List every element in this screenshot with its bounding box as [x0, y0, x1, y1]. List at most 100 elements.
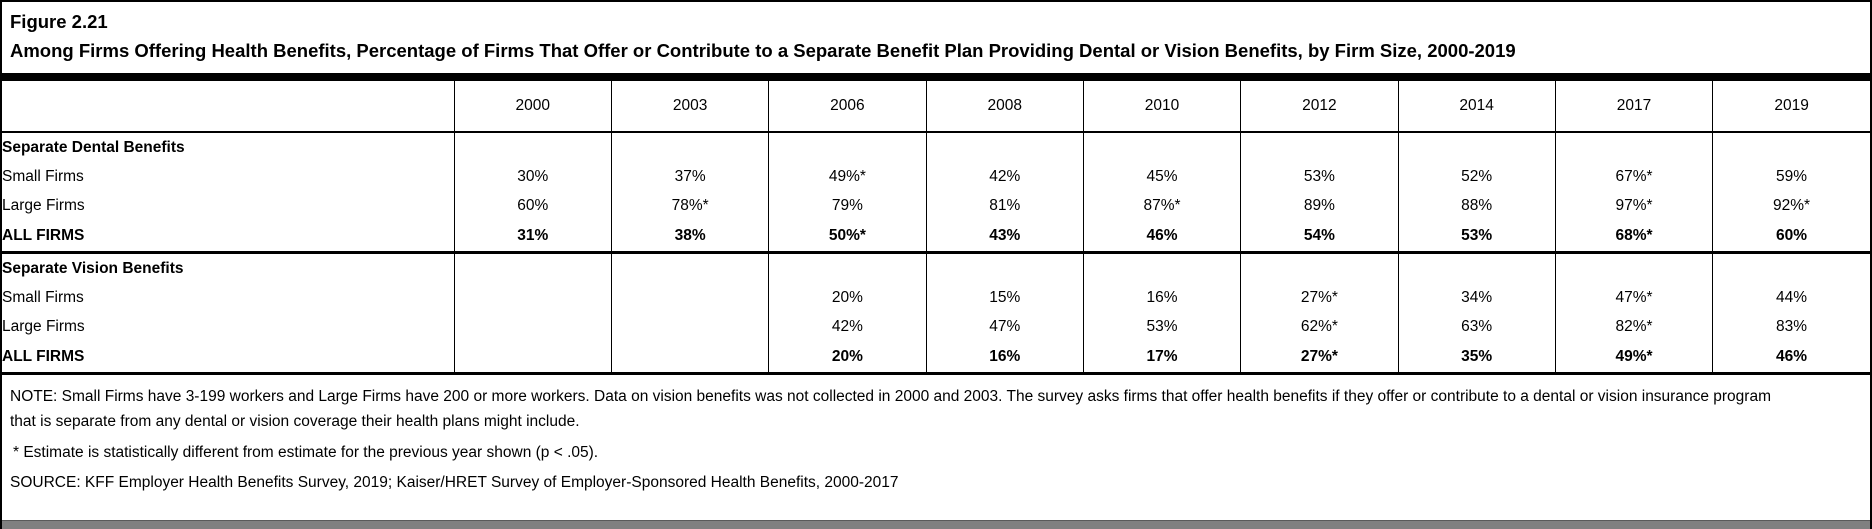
table-row: Small Firms 20% 15% 16% 27%* 34% 47%* 44% — [2, 283, 1870, 312]
value-cell: 82%* — [1554, 312, 1713, 341]
value-cell — [453, 283, 612, 312]
table-row: Large Firms 60% 78%* 79% 81% 87%* 89% 88% 97%* 92… — [2, 191, 1870, 220]
value-cell — [610, 283, 769, 312]
value-cell: 59% — [1712, 162, 1870, 191]
empty-cell — [1554, 252, 1713, 283]
value-cell — [610, 312, 769, 341]
value-cell: 54% — [1240, 220, 1399, 254]
value-cell: 46% — [1712, 341, 1870, 375]
benefits-table: 2000 2003 2006 2008 2010 2012 2014 2017 2019 Sep… — [2, 81, 1870, 375]
empty-cell — [1554, 132, 1713, 162]
value-cell: 20% — [768, 283, 927, 312]
value-cell: 42% — [768, 312, 927, 341]
section-header-label: Separate Vision Benefits — [2, 259, 184, 277]
value-cell: 46% — [1082, 220, 1241, 254]
title-block: Figure 2.21 Among Firms Offering Health … — [2, 2, 1870, 73]
value-cell: 37% — [610, 162, 769, 191]
value-cell: 92%* — [1712, 191, 1870, 220]
empty-cell — [610, 132, 769, 162]
value-cell: 44% — [1712, 283, 1870, 312]
table-row: ALL FIRMS 31% 38% 50%* 43% 46% 54% 53% 68%* 60% — [2, 220, 1870, 254]
value-cell: 30% — [453, 162, 612, 191]
figure-title: Among Firms Offering Health Benefits, Pe… — [10, 40, 1516, 61]
value-cell: 52% — [1397, 162, 1556, 191]
year-header-cell: 2003 — [610, 81, 769, 133]
value-cell: 47% — [925, 312, 1084, 341]
value-cell: 27%* — [1240, 341, 1399, 375]
value-cell: 49%* — [768, 162, 927, 191]
value-cell: 34% — [1397, 283, 1556, 312]
table-row: ALL FIRMS 20% 16% 17% 27%* 35% 49%* 46% — [2, 341, 1870, 375]
value-cell: 63% — [1397, 312, 1556, 341]
value-cell: 60% — [1712, 220, 1870, 254]
value-cell: 81% — [925, 191, 1084, 220]
year-header-cell: 2010 — [1082, 81, 1241, 133]
year-header-cell: 2014 — [1397, 81, 1556, 133]
row-label-cell: ALL FIRMS — [2, 341, 455, 375]
value-cell: 97%* — [1554, 191, 1713, 220]
value-cell: 53% — [1240, 162, 1399, 191]
title-divider-rule — [2, 73, 1870, 81]
year-header-cell: 2006 — [768, 81, 927, 133]
empty-cell — [1240, 252, 1399, 283]
value-cell: 49%* — [1554, 341, 1713, 375]
year-header-cell: 2012 — [1240, 81, 1399, 133]
year-header-cell: 2019 — [1712, 81, 1870, 133]
notes-block: NOTE: Small Firms have 3-199 workers and… — [2, 375, 1870, 493]
value-cell: 60% — [453, 191, 612, 220]
section-header-row: Separate Vision Benefits — [2, 252, 1870, 283]
empty-cell — [768, 252, 927, 283]
year-header-cell: 2000 — [453, 81, 612, 133]
empty-cell — [453, 252, 612, 283]
value-cell: 47%* — [1554, 283, 1713, 312]
value-cell: 53% — [1082, 312, 1241, 341]
empty-cell — [453, 132, 612, 162]
value-cell: 87%* — [1082, 191, 1241, 220]
empty-cell — [1082, 252, 1241, 283]
value-cell: 31% — [453, 220, 612, 254]
figure-label: Figure 2.21 — [10, 11, 108, 32]
section-header-label: Separate Dental Benefits — [2, 138, 185, 156]
footnote-text: * Estimate is statistically different fr… — [13, 444, 599, 461]
value-cell: 79% — [768, 191, 927, 220]
value-cell: 89% — [1240, 191, 1399, 220]
row-label-cell: ALL FIRMS — [2, 220, 455, 254]
row-label-cell: Small Firms — [2, 288, 84, 306]
year-header-spacer — [2, 81, 455, 133]
value-cell: 83% — [1712, 312, 1870, 341]
value-cell: 16% — [1082, 283, 1241, 312]
value-cell: 78%* — [610, 191, 769, 220]
empty-cell — [1082, 132, 1241, 162]
empty-cell — [1397, 132, 1556, 162]
empty-cell — [925, 252, 1084, 283]
value-cell — [453, 312, 612, 341]
value-cell: 67%* — [1554, 162, 1713, 191]
value-cell: 45% — [1082, 162, 1241, 191]
value-cell: 88% — [1397, 191, 1556, 220]
value-cell: 17% — [1082, 341, 1241, 375]
section-header-row: Separate Dental Benefits — [2, 132, 1870, 162]
table-row: Large Firms 42% 47% 53% 62%* 63% 82%* 83% — [2, 312, 1870, 341]
bottom-edge-band — [2, 520, 1870, 529]
year-header-row: 2000 2003 2006 2008 2010 2012 2014 2017 2019 — [2, 81, 1870, 133]
value-cell: 16% — [925, 341, 1084, 375]
source-text: SOURCE: KFF Employer Health Benefits Sur… — [10, 474, 899, 491]
empty-cell — [1397, 252, 1556, 283]
row-label-cell: Large Firms — [2, 317, 85, 335]
value-cell: 35% — [1397, 341, 1556, 375]
empty-cell — [1712, 252, 1870, 283]
value-cell: 43% — [925, 220, 1084, 254]
row-label-cell: Large Firms — [2, 196, 85, 214]
empty-cell — [1240, 132, 1399, 162]
year-header-cell: 2008 — [925, 81, 1084, 133]
value-cell: 27%* — [1240, 283, 1399, 312]
empty-cell — [1712, 132, 1870, 162]
value-cell — [453, 341, 612, 375]
value-cell: 15% — [925, 283, 1084, 312]
table-row: Small Firms 30% 37% 49%* 42% 45% 53% 52% 67%* 59% — [2, 162, 1870, 191]
value-cell: 38% — [610, 220, 769, 254]
value-cell: 20% — [768, 341, 927, 375]
value-cell: 62%* — [1240, 312, 1399, 341]
value-cell — [610, 341, 769, 375]
